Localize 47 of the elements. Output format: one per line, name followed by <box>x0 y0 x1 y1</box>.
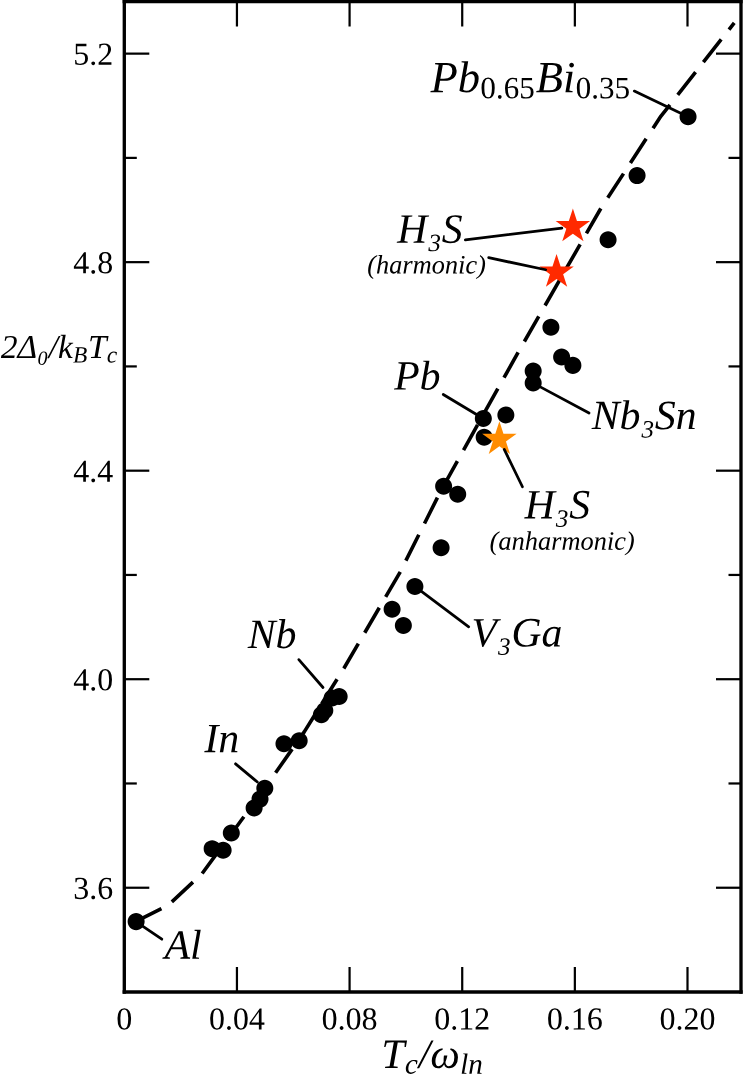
x-axis-title: T$_{c}$/ω$_{ln}$ <box>384 1040 482 1074</box>
point <box>542 318 560 336</box>
point <box>383 600 401 618</box>
annotation: (harmonic) <box>368 255 486 280</box>
point <box>432 539 450 557</box>
annotation: (anharmonic) <box>490 531 634 556</box>
annotation: In <box>204 724 238 753</box>
point <box>539 253 574 287</box>
y-axis-title: 2Δ₀/k$_{B}$T$_{c}$ <box>0 334 117 365</box>
point <box>127 913 145 931</box>
annotation: Pb <box>393 360 440 390</box>
annotation: V₃Ga <box>473 618 561 656</box>
point <box>222 824 240 842</box>
y-tick-label: 4.4 <box>73 460 113 483</box>
x-tick-label: 0.16 <box>548 1008 602 1030</box>
point <box>599 231 617 249</box>
x-tick-label: 0.20 <box>660 1008 715 1030</box>
x-tick-label: 0.08 <box>322 1008 377 1030</box>
point <box>482 421 517 455</box>
y-tick-label: 4.8 <box>73 252 112 274</box>
point <box>497 406 515 424</box>
point <box>555 208 591 242</box>
point <box>628 167 646 185</box>
y-tick-label: 3.6 <box>74 877 113 900</box>
point <box>290 732 308 750</box>
annotation: Nb₃Sn <box>591 400 695 438</box>
point <box>435 477 453 495</box>
annotation: Al <box>162 929 201 959</box>
point <box>275 735 293 753</box>
point <box>679 108 697 126</box>
y-tick-label: 4.0 <box>73 669 112 691</box>
annotation: H₃S <box>524 490 590 528</box>
annotation: H₃S <box>396 215 462 252</box>
point <box>564 356 582 374</box>
point <box>474 410 492 428</box>
point <box>449 485 467 503</box>
point <box>553 348 571 366</box>
x-tick-label: 0.04 <box>210 1008 265 1030</box>
x-tick-label: 0 <box>117 1008 132 1030</box>
point <box>406 577 424 595</box>
annotation: Nb <box>247 619 296 649</box>
point <box>316 701 334 719</box>
point <box>256 779 274 797</box>
point <box>394 617 412 635</box>
x-tick-label: 0.12 <box>435 1008 489 1030</box>
y-tick-label: 5.2 <box>75 43 112 66</box>
annotation: Pb$_{0.65}$Bi$_{0.35}$ <box>430 61 629 99</box>
